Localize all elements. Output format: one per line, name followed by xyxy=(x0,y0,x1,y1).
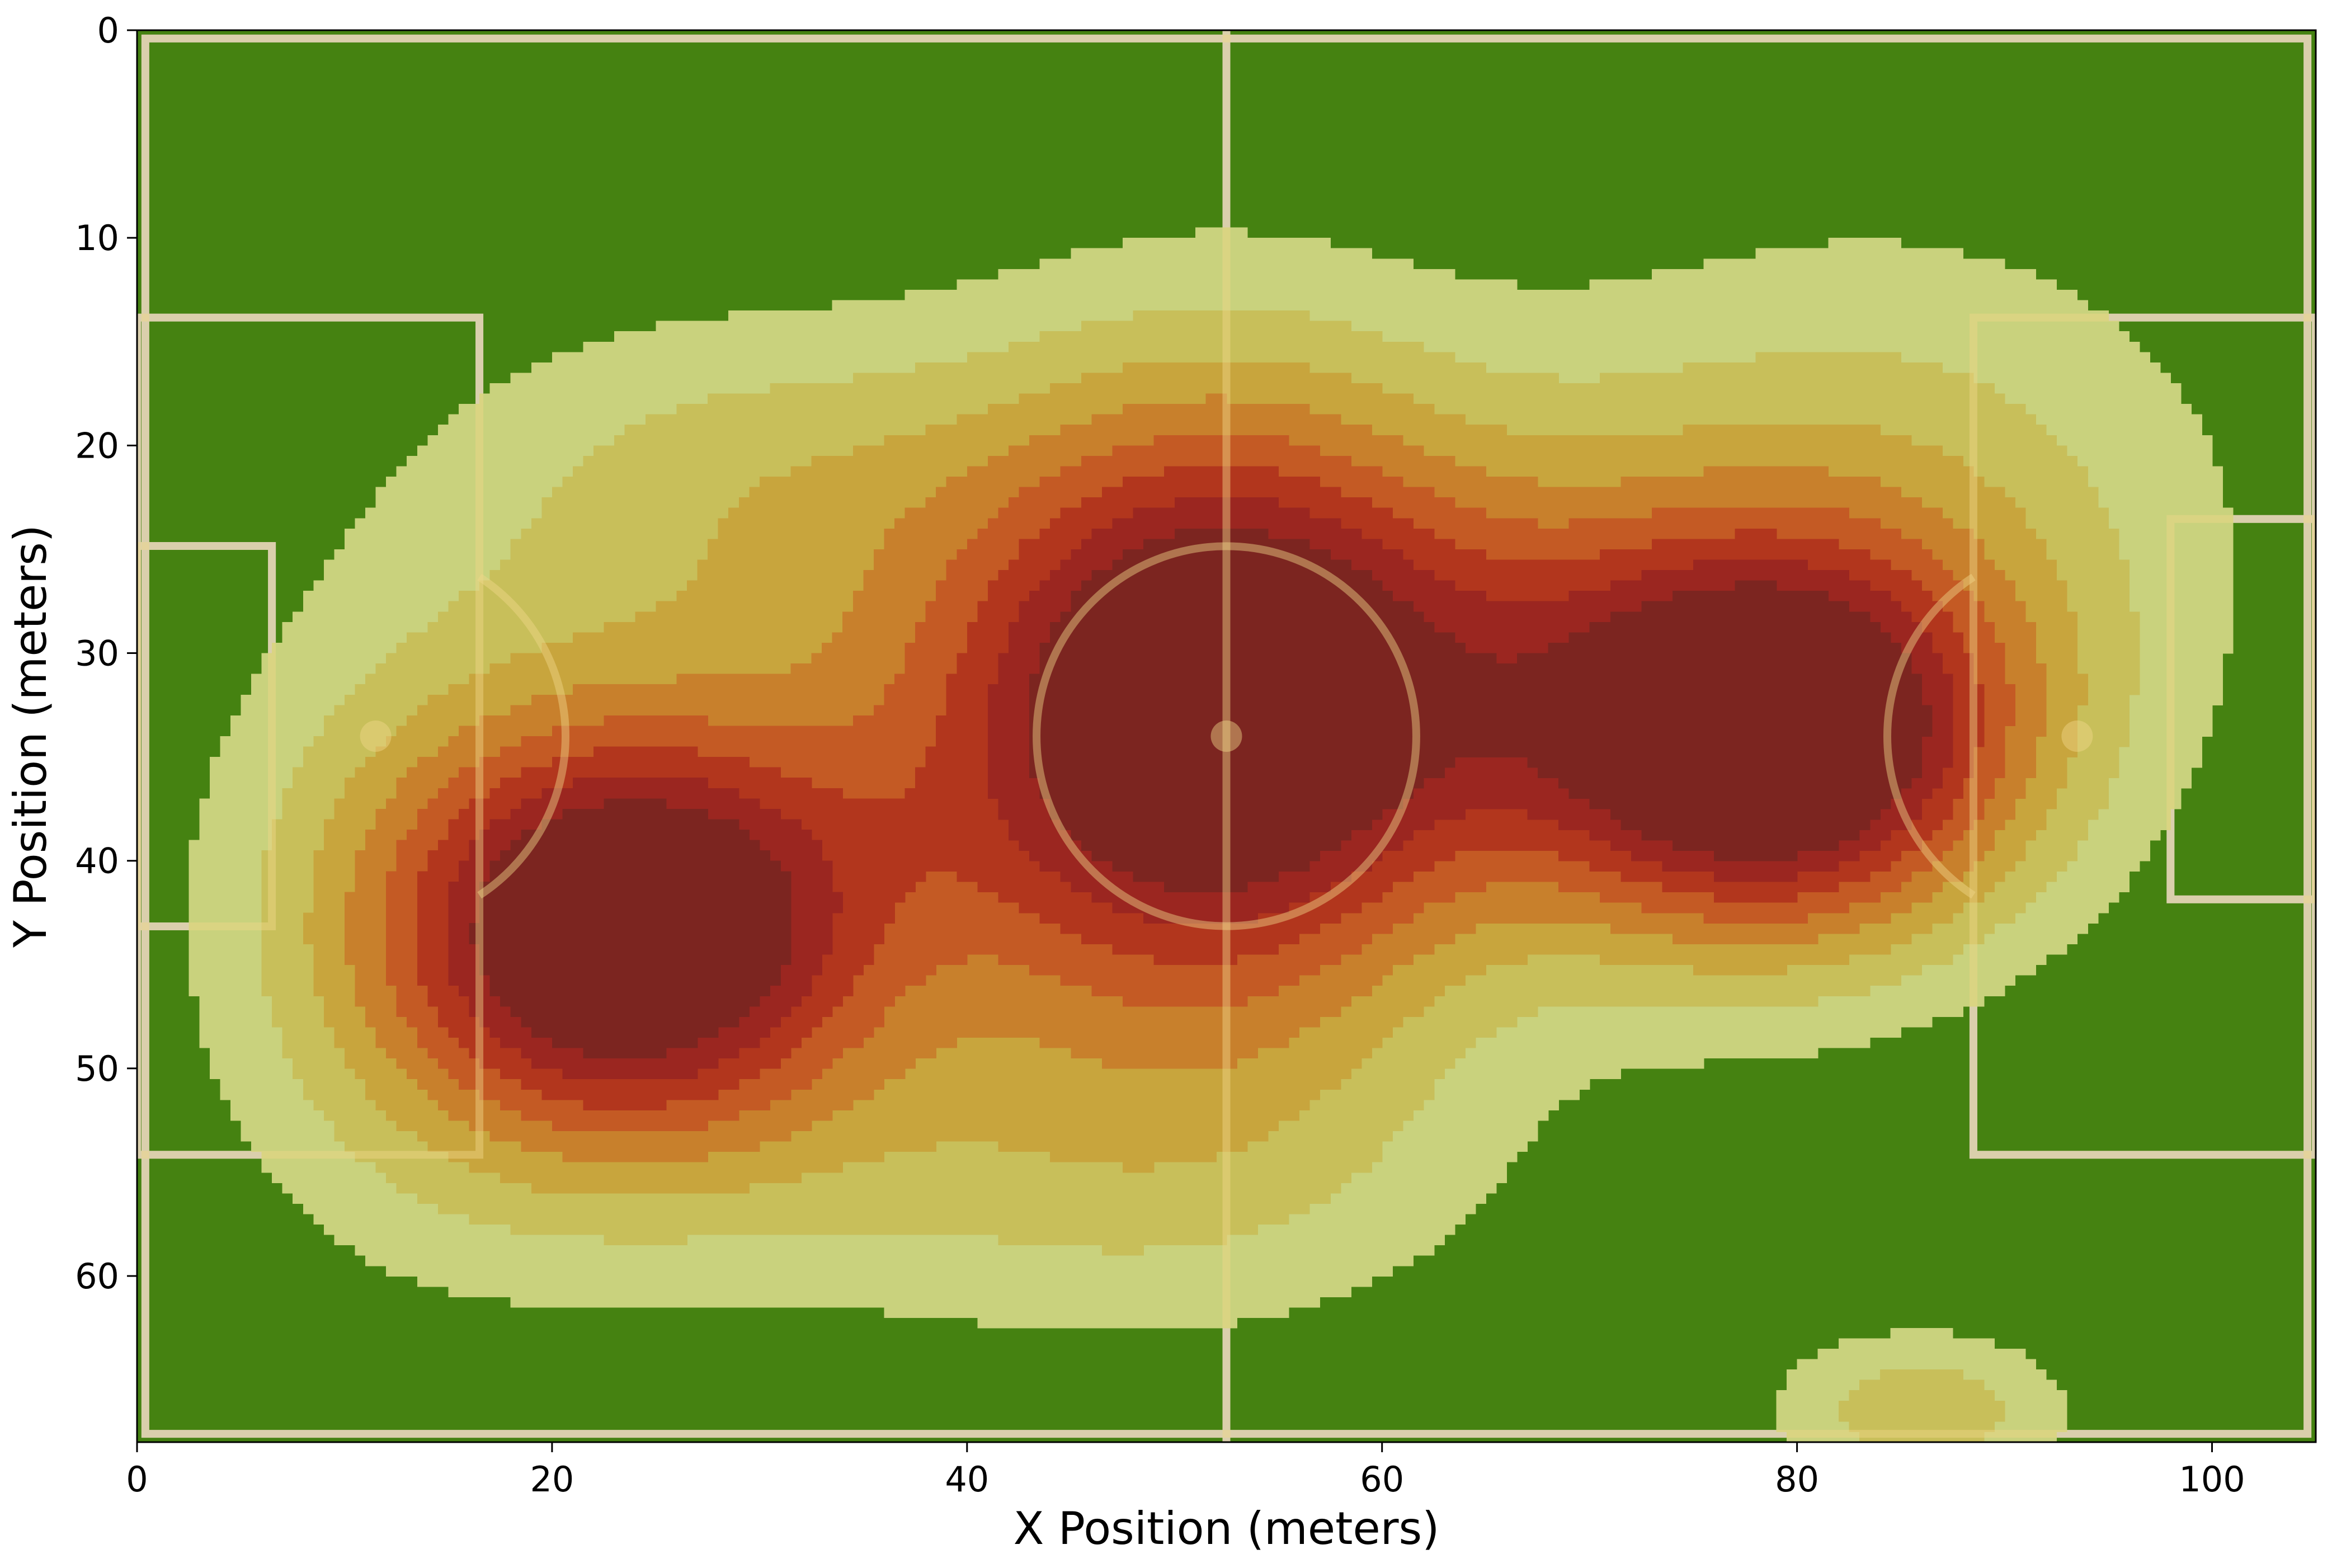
y-tick-label: 0 xyxy=(97,10,119,51)
right-penalty-arc xyxy=(1883,573,1976,899)
density-contours xyxy=(189,227,2234,1442)
x-axis-ticks: 0 20 40 60 80 100 xyxy=(126,1442,2245,1500)
contour-band-8 xyxy=(469,528,1933,1059)
left-goal-area xyxy=(137,542,276,930)
center-circle xyxy=(1033,542,1420,930)
pitch-boundary xyxy=(141,34,2312,1438)
y-axis-label: Y Position (meters) xyxy=(4,525,56,948)
y-tick-label: 50 xyxy=(75,1048,119,1089)
contour-band-7 xyxy=(448,497,1953,1080)
y-axis-ticks: 0 10 20 30 40 50 60 xyxy=(75,10,137,1297)
y-tick-label: 60 xyxy=(75,1256,119,1297)
x-tick-label: 20 xyxy=(530,1459,574,1500)
x-tick-label: 60 xyxy=(1360,1459,1404,1500)
x-tick-label: 0 xyxy=(126,1459,148,1500)
left-penalty-area xyxy=(137,313,484,1159)
x-tick-label: 80 xyxy=(1775,1459,1819,1500)
y-tick-label: 10 xyxy=(75,218,119,258)
center-spot xyxy=(1210,721,1242,752)
y-tick-label: 30 xyxy=(75,633,119,674)
left-penalty-spot xyxy=(360,721,392,752)
contour-band-5 xyxy=(386,435,2015,1132)
plot-area xyxy=(137,30,2316,1442)
pitch-markings-overlay xyxy=(137,30,2316,1442)
y-tick-label: 20 xyxy=(75,425,119,466)
x-tick-label: 40 xyxy=(945,1459,989,1500)
left-penalty-arc xyxy=(477,573,570,899)
x-tick-label: 100 xyxy=(2179,1459,2245,1500)
contour-band-3 xyxy=(303,362,2088,1194)
contour-band-2 xyxy=(261,310,2140,1442)
y-tick-label: 40 xyxy=(75,841,119,882)
x-axis-label: X Position (meters) xyxy=(1014,1503,1440,1555)
right-penalty-spot xyxy=(2061,721,2093,752)
axes-frame xyxy=(136,29,2317,1443)
contour-band-6 xyxy=(417,466,1985,1110)
contour-band-1 xyxy=(189,227,2234,1442)
contour-band-4 xyxy=(344,393,2047,1162)
